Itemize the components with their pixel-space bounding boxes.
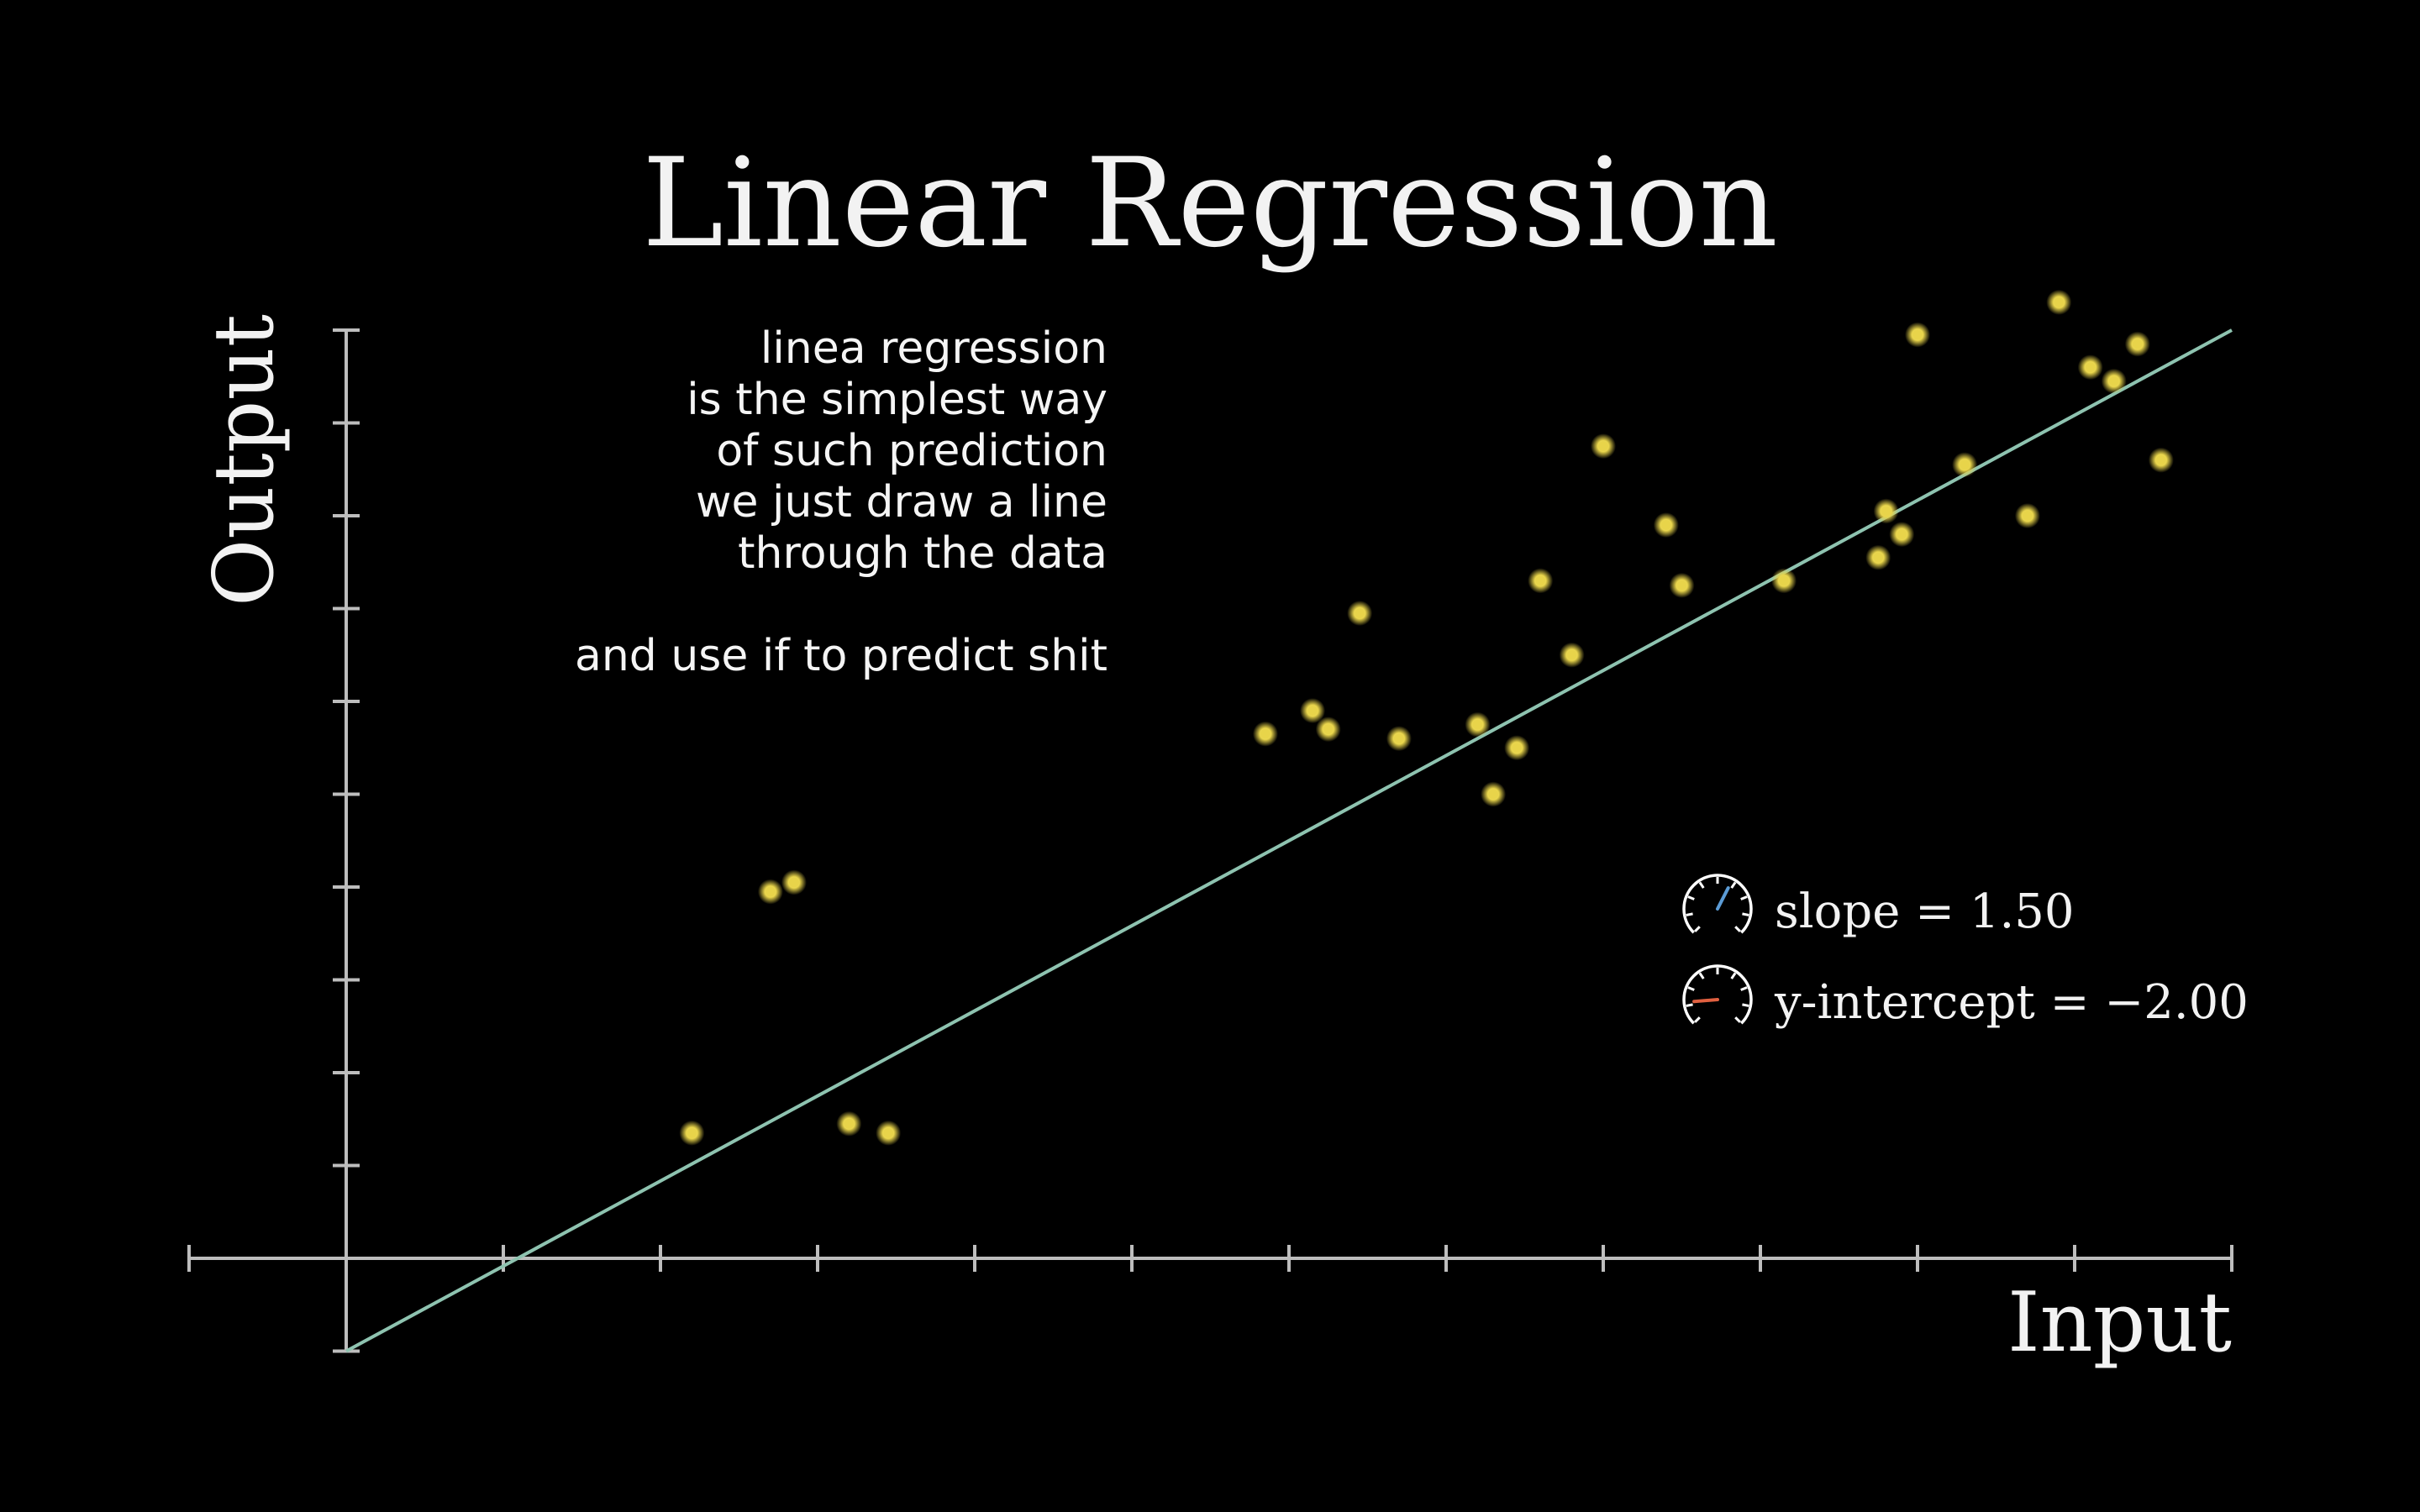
regression-line [345, 328, 2233, 1353]
annotation-line: of such prediction [716, 426, 1107, 476]
gauge-tick [1730, 972, 1737, 979]
gauge-tick [1698, 881, 1705, 889]
y-axis-label: Output [197, 314, 292, 606]
data-point [2124, 331, 2150, 357]
gauge-tick [1734, 926, 1741, 932]
data-point [1591, 433, 1616, 459]
gauge-tick [1734, 1016, 1741, 1023]
intercept-readout: y-intercept = −2.00 [1682, 964, 2249, 1030]
gauge-needle [1716, 886, 1730, 911]
data-point [2077, 354, 2103, 381]
data-point [876, 1120, 902, 1146]
annotation-line: linea regression [760, 323, 1107, 374]
intercept-gauge-icon [1682, 964, 1753, 1025]
gauge-tick [1742, 912, 1749, 916]
annotation-line: is the simplest way [687, 375, 1107, 425]
gauge-ring [1682, 874, 1753, 934]
data-point [1669, 572, 1695, 598]
data-point [836, 1110, 862, 1137]
data-point [1347, 601, 1373, 627]
gauge-tick [1742, 1003, 1749, 1007]
data-point [1252, 721, 1278, 747]
data-points [679, 289, 2174, 1146]
slope-label: slope = 1.50 [1775, 885, 2075, 939]
data-point [1528, 568, 1554, 594]
data-point [1905, 322, 1930, 348]
slope-readout: slope = 1.50 [1682, 874, 2075, 939]
gauge-tick [1686, 1003, 1693, 1007]
data-point [1315, 717, 1341, 743]
data-point [1465, 711, 1491, 738]
data-point [2046, 289, 2072, 315]
gauge-ring [1682, 964, 1753, 1025]
data-point [1889, 522, 1915, 548]
chart-title: Linear Regression [642, 132, 1778, 275]
data-point [1952, 452, 1978, 478]
gauge-tick [1730, 881, 1737, 889]
gauge-tick [1740, 895, 1748, 900]
annotation-text: linea regression is the simplest way of … [575, 323, 1107, 681]
data-point [2101, 368, 2127, 394]
data-point [1873, 498, 1899, 524]
data-point [781, 869, 807, 895]
x-axis-ticks [187, 1245, 2233, 1272]
gauge-tick [1694, 1016, 1701, 1023]
data-point [2148, 447, 2174, 473]
slope-gauge-icon [1682, 874, 1753, 934]
gauge-tick [1687, 895, 1695, 900]
gauge-tick [1686, 912, 1693, 916]
data-point [1481, 781, 1507, 807]
data-point [679, 1120, 705, 1146]
annotation-line: we just draw a line [696, 477, 1107, 528]
data-point [1653, 512, 1679, 538]
x-axis-label: Input [2007, 1275, 2232, 1371]
annotation-line: through the data [738, 528, 1107, 579]
data-point [2014, 503, 2040, 528]
data-point [1300, 698, 1326, 724]
data-point [1771, 568, 1797, 594]
gauge-tick [1694, 926, 1701, 932]
data-point [757, 879, 783, 905]
data-point [1504, 735, 1530, 761]
annotation-line: and use if to predict shit [575, 631, 1107, 681]
data-point [1865, 544, 1891, 570]
gauge-tick [1698, 972, 1705, 979]
gauge-tick [1740, 986, 1748, 991]
data-point [1559, 642, 1585, 668]
data-point [1386, 726, 1412, 752]
gauge-tick [1687, 986, 1695, 991]
intercept-label: y-intercept = −2.00 [1774, 975, 2249, 1030]
gauge-needle [1692, 998, 1719, 1004]
